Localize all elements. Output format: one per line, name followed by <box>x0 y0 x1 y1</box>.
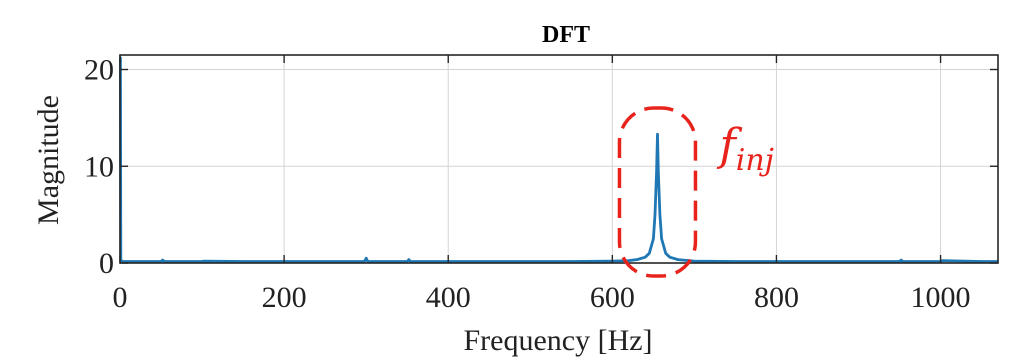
annotation-dashed-box <box>617 106 698 278</box>
f-inj-annotation: finj <box>617 106 774 278</box>
y-tick-labels: 0 10 20 <box>84 54 114 280</box>
dft-series-line <box>119 56 998 263</box>
x-tick-label: 400 <box>426 281 471 314</box>
y-axis-label: Magnitude <box>32 95 65 225</box>
y-tick-label: 20 <box>84 54 114 87</box>
x-tick-label: 0 <box>113 281 128 314</box>
annotation-label: finj <box>716 120 774 178</box>
grid-lines <box>119 55 998 264</box>
plot-frame <box>119 54 999 264</box>
tick-marks <box>119 55 998 264</box>
y-tick-label: 0 <box>99 247 114 280</box>
x-tick-label: 1000 <box>911 281 971 314</box>
x-tick-label: 800 <box>754 281 799 314</box>
x-tick-label: 200 <box>262 281 307 314</box>
y-tick-label: 10 <box>84 150 114 183</box>
annotation-label-sub: inj <box>736 143 774 178</box>
series-layer <box>119 56 998 263</box>
x-tick-label: 600 <box>590 281 635 314</box>
x-axis-label: Frequency [Hz] <box>463 324 652 357</box>
x-tick-labels: 0 200 400 600 800 1000 <box>113 281 971 314</box>
chart-title: DFT <box>542 22 590 48</box>
